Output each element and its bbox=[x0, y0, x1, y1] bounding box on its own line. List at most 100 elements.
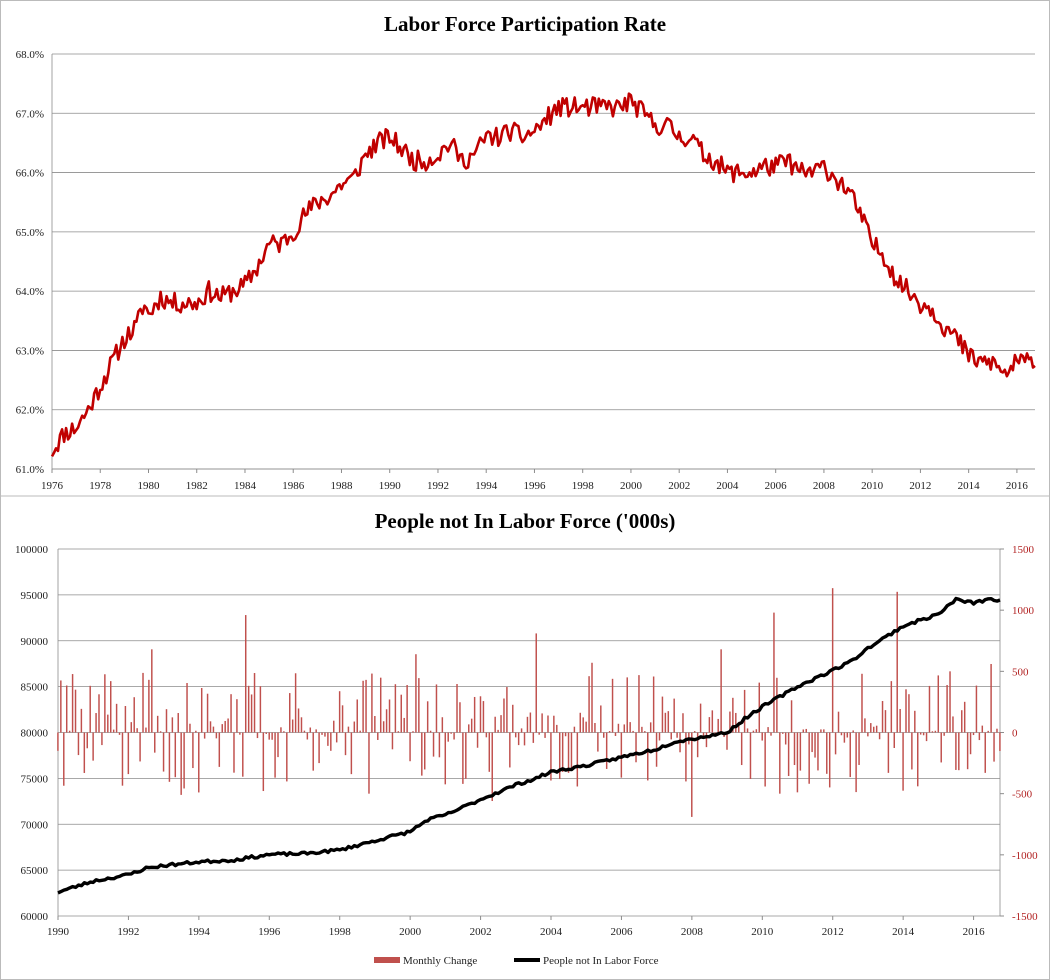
bar bbox=[626, 677, 628, 733]
bar bbox=[77, 732, 80, 756]
y-axis-right-ticks: -1500 -1000 -500 0 500 1000 1500 bbox=[1012, 544, 1038, 923]
bar bbox=[403, 717, 405, 733]
x-axis-ticks: 1990 1992 1994 1996 1998 2000 2002 2004 2006 2008… bbox=[47, 916, 985, 938]
x-tick-label: 1976 bbox=[41, 480, 64, 492]
bar bbox=[620, 732, 623, 778]
bar bbox=[743, 689, 746, 733]
bar bbox=[338, 691, 341, 733]
bar bbox=[514, 732, 517, 738]
x-tick-label: 2006 bbox=[765, 480, 788, 492]
bar bbox=[588, 676, 590, 733]
bar bbox=[350, 732, 353, 775]
bar bbox=[799, 732, 802, 771]
bar bbox=[83, 732, 86, 773]
bar bbox=[585, 721, 587, 733]
bar bbox=[746, 728, 749, 733]
x-tick-label: 1994 bbox=[188, 926, 211, 938]
bar bbox=[89, 685, 91, 733]
bar bbox=[826, 732, 828, 774]
y-tick-label: 67.0% bbox=[16, 108, 44, 120]
x-tick-label: 1996 bbox=[523, 480, 546, 492]
bar bbox=[333, 720, 335, 733]
x-tick-label: 1984 bbox=[234, 480, 257, 492]
bar bbox=[233, 732, 235, 773]
bar bbox=[597, 732, 599, 752]
bar bbox=[68, 730, 71, 733]
bar bbox=[840, 732, 843, 736]
x-tick-label: 2000 bbox=[620, 480, 643, 492]
bar bbox=[811, 732, 813, 753]
bar bbox=[195, 730, 197, 733]
bar bbox=[156, 715, 159, 733]
bar bbox=[996, 728, 998, 733]
bar bbox=[749, 732, 752, 779]
bar bbox=[415, 654, 417, 733]
bar bbox=[823, 729, 825, 733]
bar bbox=[327, 732, 329, 746]
bar bbox=[940, 732, 942, 763]
bar bbox=[421, 732, 423, 776]
bar bbox=[148, 679, 150, 733]
x-tick-label: 1992 bbox=[117, 926, 139, 938]
bar bbox=[468, 724, 470, 733]
y-right-tick-label: 1500 bbox=[1012, 544, 1035, 556]
bar bbox=[494, 716, 496, 733]
bar bbox=[488, 732, 491, 772]
chart-nilf: People not In Labor Force ('000s) 600006… bbox=[15, 509, 1038, 967]
bar bbox=[74, 689, 77, 733]
bar bbox=[418, 678, 420, 733]
bar bbox=[133, 697, 135, 733]
series-line bbox=[57, 596, 1001, 895]
bar bbox=[291, 719, 294, 733]
bar bbox=[717, 718, 719, 733]
bar bbox=[394, 684, 397, 733]
bar bbox=[347, 726, 350, 733]
y-axis-left-ticks: 60000 65000 70000 75000 80000 85000 90000 95000… bbox=[15, 544, 49, 923]
bar bbox=[456, 684, 458, 733]
bar bbox=[573, 726, 576, 733]
x-tick-label: 1998 bbox=[329, 926, 352, 938]
legend-label-people-not-in-labor-force: People not In Labor Force bbox=[543, 955, 659, 967]
bar bbox=[922, 732, 925, 736]
bar bbox=[961, 710, 963, 733]
y-right-tick-label: -500 bbox=[1012, 789, 1033, 801]
bar bbox=[242, 732, 244, 777]
bar bbox=[632, 730, 634, 733]
y-right-tick-label: 500 bbox=[1012, 666, 1029, 678]
x-tick-label: 2014 bbox=[892, 926, 915, 938]
bar bbox=[732, 697, 734, 733]
bar bbox=[262, 732, 265, 792]
bar bbox=[641, 726, 643, 733]
bar bbox=[318, 732, 320, 764]
bar bbox=[183, 732, 185, 789]
y-left-tick-label: 80000 bbox=[21, 728, 49, 740]
bar bbox=[497, 729, 499, 733]
bar bbox=[591, 662, 593, 733]
bar bbox=[162, 732, 165, 772]
bar bbox=[65, 685, 68, 733]
bar bbox=[790, 700, 793, 733]
bar bbox=[424, 732, 426, 770]
x-tick-label: 1990 bbox=[379, 480, 402, 492]
bar bbox=[151, 649, 153, 733]
bar bbox=[92, 732, 94, 761]
bar bbox=[658, 732, 661, 741]
bar bbox=[450, 732, 452, 734]
bar bbox=[57, 732, 59, 751]
bar bbox=[814, 732, 816, 758]
bar bbox=[558, 732, 561, 780]
bar bbox=[101, 732, 103, 746]
bar bbox=[60, 680, 62, 733]
bar bbox=[244, 615, 247, 733]
bar bbox=[629, 722, 631, 733]
bar bbox=[300, 717, 303, 733]
x-tick-label: 2008 bbox=[681, 926, 704, 938]
bar bbox=[867, 732, 869, 737]
bar bbox=[820, 729, 822, 733]
x-tick-label: 2012 bbox=[909, 480, 931, 492]
bar bbox=[165, 709, 168, 733]
bar bbox=[943, 732, 945, 736]
bar bbox=[374, 716, 376, 733]
bar bbox=[773, 612, 775, 733]
x-tick-label: 2006 bbox=[610, 926, 633, 938]
